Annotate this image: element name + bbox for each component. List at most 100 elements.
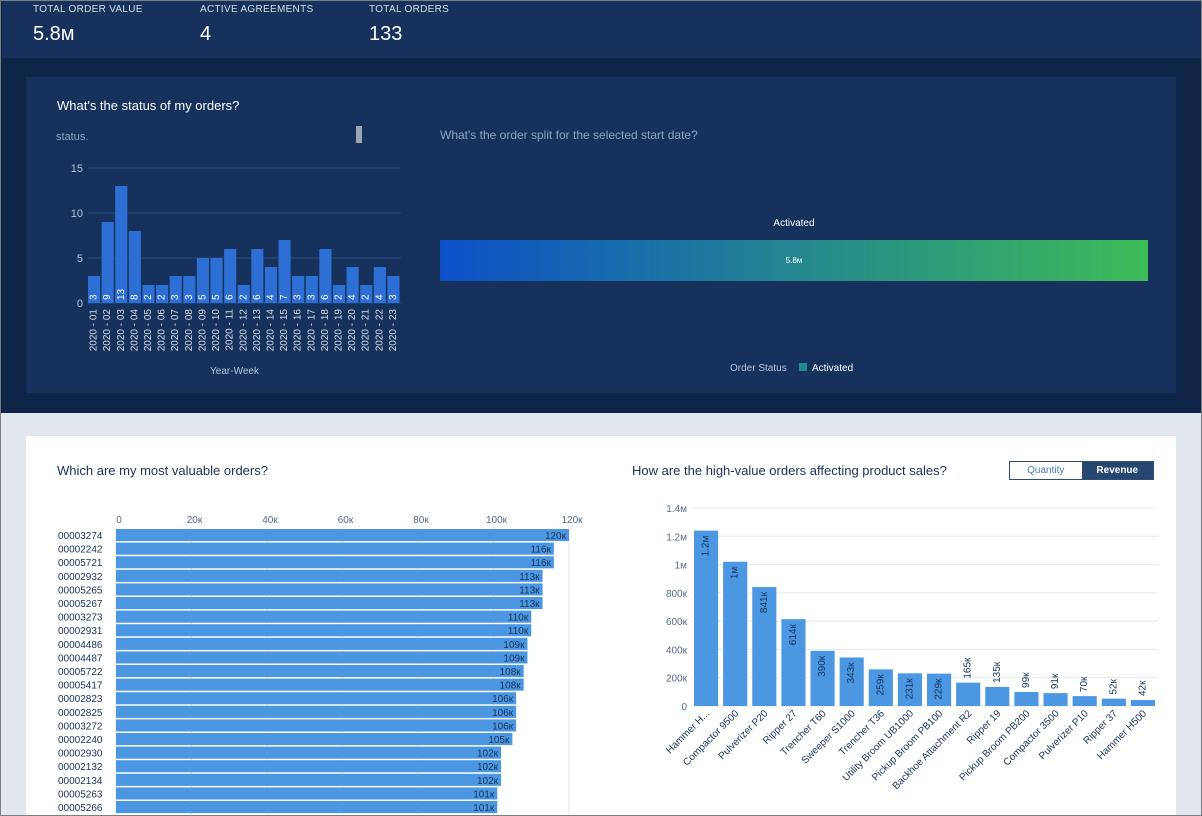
bar <box>373 267 386 303</box>
order-number-label: 00005266 <box>58 803 103 814</box>
bar <box>116 801 498 814</box>
bar <box>183 276 196 303</box>
bar-value-label: 116к <box>531 545 552 556</box>
bar-value-label: 102к <box>477 776 499 787</box>
bar-value-label: 106к <box>492 694 514 705</box>
y-tick-label: 15 <box>71 163 83 175</box>
bar-value-label: 3 <box>184 294 195 300</box>
bar-value-label: 3 <box>293 294 304 300</box>
bar-value-label: 13 <box>116 288 127 300</box>
bar <box>116 678 524 691</box>
bar-value-label: 6 <box>320 294 331 300</box>
bar <box>156 285 169 303</box>
bar <box>116 569 543 582</box>
order-number-label: 00005722 <box>58 667 103 678</box>
order-number-label: 00002132 <box>58 762 103 773</box>
bar-value-label: 1м <box>730 567 741 580</box>
bar-value-label: 108к <box>500 667 522 678</box>
x-tick-label: 2020 - 18 <box>320 309 331 352</box>
bar <box>116 583 543 596</box>
bar-value-label: 2 <box>334 294 345 300</box>
x-tick-label: 2020 - 14 <box>265 309 276 352</box>
bar <box>752 587 777 706</box>
bar <box>694 530 719 706</box>
bar-value-label: 99к <box>1021 672 1032 688</box>
bar <box>1043 693 1068 706</box>
valuable-orders-title: Which are my most valuable orders? <box>57 463 268 478</box>
kpi-label: TOTAL ORDER VALUE <box>33 4 143 15</box>
bar <box>781 619 806 706</box>
toggle-quantity[interactable]: Quantity <box>1010 462 1082 479</box>
kpi-active-agreements[interactable]: ACTIVE AGREEMENTS 4 <box>200 4 313 46</box>
bar-value-label: 4 <box>374 294 385 300</box>
kpi-label: TOTAL ORDERS <box>369 4 450 15</box>
kpi-value: 4 <box>200 23 212 45</box>
order-status-card: What's the status of my orders? status. … <box>26 77 1176 393</box>
bar <box>116 705 517 718</box>
bar-value-label: 135к <box>992 661 1003 683</box>
bar <box>128 231 141 303</box>
bar-value-label: 2 <box>143 294 154 300</box>
status-card-title: What's the status of my orders? <box>57 98 240 113</box>
bar <box>116 719 517 732</box>
bar <box>88 276 101 303</box>
bar-value-label: 2 <box>157 294 168 300</box>
bar <box>319 249 332 303</box>
valuable-orders-chart: 0 20к 40к 60к 80к 100к 120к 00003274 120к 0000224… <box>58 515 583 816</box>
bar-value-label: 106к <box>492 721 514 732</box>
x-tick-label: 40к <box>262 515 278 526</box>
bar-value-label: 231к <box>904 678 915 700</box>
kpi-label: ACTIVE AGREEMENTS <box>200 4 314 15</box>
x-tick-label: 120к <box>561 515 583 526</box>
bar <box>360 285 373 303</box>
bar-value-label: 165к <box>963 657 974 679</box>
bar <box>116 556 554 569</box>
order-number-label: 00005267 <box>58 599 103 610</box>
x-tick-label: 2020 - 05 <box>143 309 154 352</box>
kpi-total-orders[interactable]: TOTAL ORDERS 133 <box>369 4 449 46</box>
order-split-chart: Activated 5.8м Order Status Activated <box>440 218 1148 374</box>
bar-value-label: 6 <box>225 294 236 300</box>
bar-value-label: 102к <box>477 749 499 760</box>
split-bar-value: 5.8м <box>786 256 803 265</box>
order-number-label: 00003274 <box>58 531 103 542</box>
bar-value-label: 113к <box>519 585 540 596</box>
bar-value-label: 3 <box>306 294 317 300</box>
order-number-label: 00003272 <box>58 721 103 732</box>
x-tick-label: 20к <box>187 515 203 526</box>
x-tick-label: 2020 - 17 <box>306 309 317 352</box>
bar <box>1014 691 1039 706</box>
bar-value-label: 3 <box>89 294 100 300</box>
kpi-total-order-value[interactable]: TOTAL ORDER VALUE 5.8м <box>33 4 143 46</box>
y-tick-label: 600к <box>666 617 688 628</box>
bar-value-label: 9 <box>102 294 113 300</box>
x-tick-label: 2020 - 16 <box>293 309 304 352</box>
bar <box>251 249 264 303</box>
bar <box>116 597 543 610</box>
status-card-subtitle: status. <box>56 131 89 143</box>
y-tick-label: 1.4м <box>666 504 687 515</box>
bar <box>292 276 305 303</box>
bar <box>116 624 532 637</box>
scroll-handle[interactable] <box>356 126 362 143</box>
bar-value-label: 102к <box>477 762 499 773</box>
x-tick-label: 80к <box>413 515 429 526</box>
bar <box>985 686 1010 706</box>
bar <box>224 249 237 303</box>
bar-value-label: 390к <box>817 655 828 677</box>
bar-value-label: 120к <box>545 531 567 542</box>
x-tick-label: 2020 - 21 <box>361 309 372 352</box>
order-number-label: 00002932 <box>58 572 103 583</box>
bar-value-label: 3 <box>170 294 181 300</box>
bar-value-label: 52к <box>1108 679 1119 695</box>
kpi-header: TOTAL ORDER VALUE 5.8м ACTIVE AGREEMENTS… <box>0 0 1202 58</box>
bar-value-label: 70к <box>1079 676 1090 692</box>
order-number-label: 00002240 <box>58 735 103 746</box>
bar-value-label: 110к <box>508 626 529 637</box>
bar <box>897 673 922 706</box>
order-number-label: 00004486 <box>58 640 103 651</box>
bar <box>956 682 981 706</box>
toggle-revenue[interactable]: Revenue <box>1081 462 1153 479</box>
x-tick-label: 2020 - 23 <box>388 309 399 352</box>
